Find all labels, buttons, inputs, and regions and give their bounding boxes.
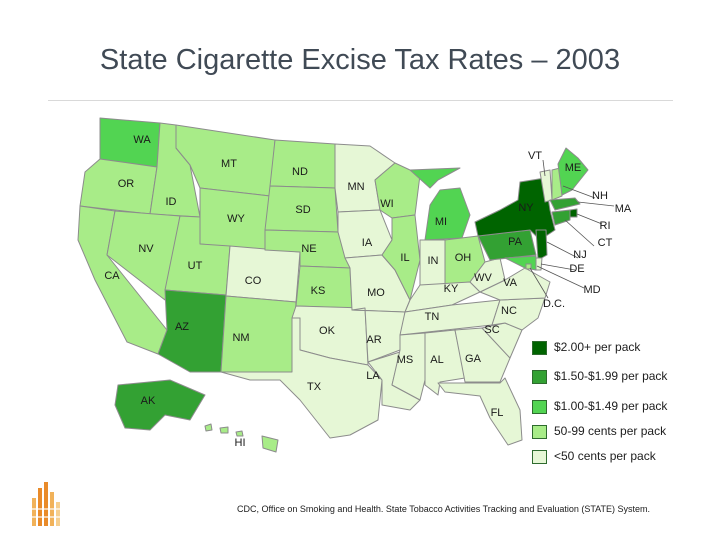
- legend-label: 50-99 cents per pack: [554, 424, 667, 438]
- label-mt: MT: [221, 158, 237, 170]
- label-sc: SC: [484, 324, 499, 336]
- label-ca: CA: [104, 270, 120, 282]
- legend-swatch: [532, 341, 547, 355]
- label-vt: VT: [528, 150, 542, 162]
- cdc-bars-logo-icon: [30, 482, 62, 526]
- label-ms: MS: [397, 354, 414, 366]
- label-ky: KY: [444, 283, 459, 295]
- state-ak[interactable]: [114, 379, 206, 431]
- label-ga: GA: [465, 353, 482, 365]
- label-nm: NM: [232, 332, 249, 344]
- label-nc: NC: [501, 305, 517, 317]
- label-me: ME: [565, 162, 582, 174]
- label-wi: WI: [380, 198, 393, 210]
- label-dc: D.C.: [543, 298, 565, 310]
- label-nj: NJ: [573, 249, 586, 261]
- state-ct[interactable]: [551, 209, 571, 226]
- label-va: VA: [503, 277, 518, 289]
- state-ga[interactable]: [454, 327, 511, 383]
- label-mo: MO: [367, 287, 385, 299]
- state-wa[interactable]: [99, 117, 161, 168]
- state-ny[interactable]: [474, 177, 556, 241]
- state-wv[interactable]: [469, 257, 506, 293]
- page-title: State Cigarette Excise Tax Rates – 2003: [99, 44, 621, 76]
- label-wa: WA: [133, 134, 151, 146]
- state-ia[interactable]: [337, 209, 393, 259]
- label-ri: RI: [600, 220, 611, 232]
- state-ma[interactable]: [549, 197, 581, 211]
- label-id: ID: [166, 196, 177, 208]
- label-de: DE: [569, 263, 584, 275]
- state-co[interactable]: [225, 245, 301, 303]
- label-co: CO: [245, 275, 262, 287]
- leader-lines: [529, 159, 615, 299]
- state-fl[interactable]: [437, 377, 523, 446]
- label-wy: WY: [227, 213, 245, 225]
- label-ma: MA: [615, 203, 632, 215]
- legend-swatch: [532, 370, 547, 384]
- label-pa: PA: [508, 236, 523, 248]
- label-hi: HI: [235, 437, 246, 449]
- label-or: OR: [118, 178, 135, 190]
- state-nj[interactable]: [535, 229, 548, 261]
- label-in: IN: [428, 255, 439, 267]
- label-ok: OK: [319, 325, 336, 337]
- state-nd[interactable]: [269, 139, 336, 189]
- state-ri[interactable]: [569, 208, 578, 218]
- label-oh: OH: [455, 252, 472, 264]
- legend-swatch: [532, 425, 547, 439]
- label-sd: SD: [295, 204, 310, 216]
- state-me[interactable]: [557, 147, 589, 196]
- legend-label: <50 cents per pack: [554, 449, 656, 463]
- state-hi[interactable]: [204, 423, 279, 453]
- label-tn: TN: [425, 311, 440, 323]
- state-wi[interactable]: [374, 162, 421, 219]
- state-az[interactable]: [157, 289, 227, 373]
- label-tx: TX: [307, 381, 322, 393]
- label-mi: MI: [435, 216, 447, 228]
- label-la: LA: [366, 370, 380, 382]
- label-fl: FL: [491, 407, 504, 419]
- source-citation: CDC, Office on Smoking and Health. State…: [237, 504, 651, 514]
- label-nh: NH: [592, 190, 608, 202]
- us-tax-map: WA OR CA ID NV MT WY UT AZ CO NM ND SD N…: [77, 117, 632, 453]
- label-al: AL: [430, 354, 443, 366]
- label-ny: NY: [518, 202, 534, 214]
- label-wv: WV: [474, 272, 492, 284]
- label-mn: MN: [347, 181, 364, 193]
- label-ne: NE: [301, 243, 316, 255]
- label-ia: IA: [362, 237, 373, 249]
- label-az: AZ: [175, 321, 189, 333]
- legend-label: $2.00+ per pack: [554, 340, 641, 354]
- label-ar: AR: [366, 334, 381, 346]
- state-ar[interactable]: [351, 307, 406, 363]
- state-or[interactable]: [79, 158, 158, 215]
- legend-label: $1.50-$1.99 per pack: [554, 369, 668, 383]
- label-ak: AK: [141, 395, 156, 407]
- title-divider: [48, 100, 673, 101]
- legend-label: $1.00-$1.49 per pack: [554, 399, 668, 413]
- label-il: IL: [400, 252, 409, 264]
- legend-swatch: [532, 400, 547, 414]
- label-ct: CT: [598, 237, 613, 249]
- legend-swatch: [532, 450, 547, 464]
- label-ks: KS: [311, 285, 326, 297]
- label-nd: ND: [292, 166, 308, 178]
- label-nv: NV: [138, 243, 154, 255]
- state-il[interactable]: [381, 214, 421, 301]
- state-tx[interactable]: [220, 317, 383, 439]
- label-md: MD: [583, 284, 600, 296]
- label-ut: UT: [188, 260, 203, 272]
